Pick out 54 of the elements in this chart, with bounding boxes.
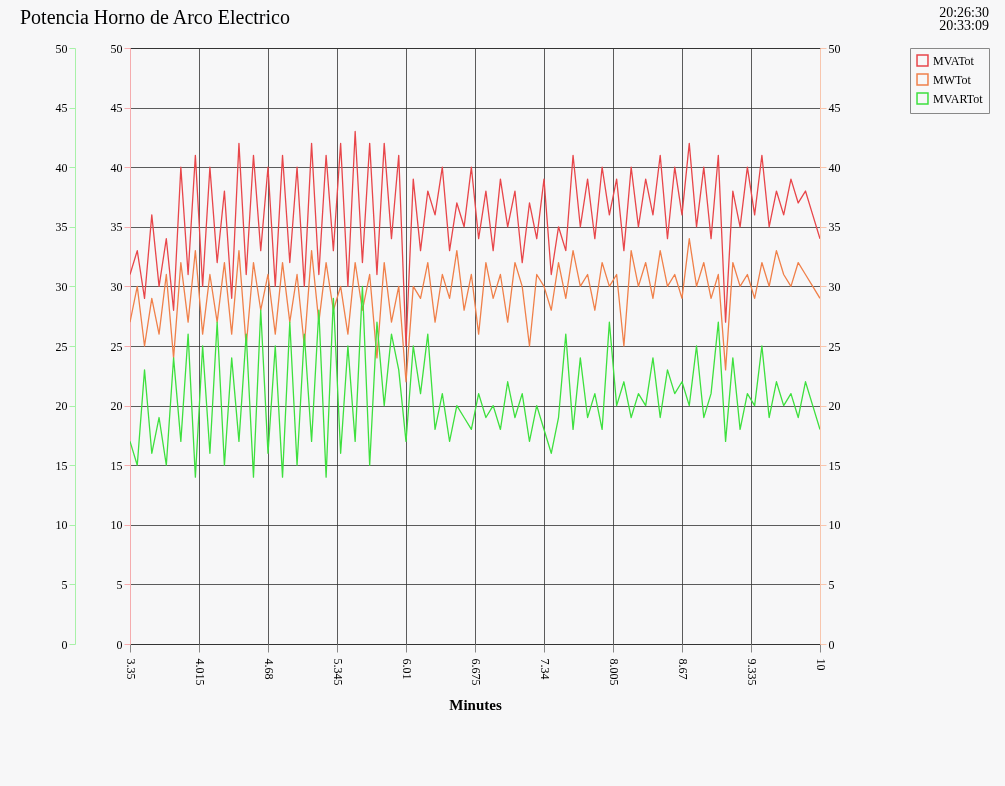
y-tick-label: 50 <box>110 41 123 56</box>
y2-tick-label: 10 <box>828 518 841 533</box>
y2-tick-label: 0 <box>828 637 835 652</box>
y2-tick-label: 5 <box>828 577 835 592</box>
x-tick-label: 7.34 <box>537 658 552 680</box>
y-tick-label: 10 <box>110 518 123 533</box>
x-tick-label: 4.015 <box>192 658 207 686</box>
y2-tick-label: 15 <box>828 458 841 473</box>
legend-label: MVARTot <box>933 91 984 106</box>
x-tick-label: 8.005 <box>606 658 621 686</box>
text: 20:26:30 <box>939 5 989 20</box>
y3-tick-label: 30 <box>55 279 68 294</box>
text: 20:33:09 <box>939 18 989 33</box>
y-tick-label: 35 <box>110 220 123 235</box>
y2-tick-label: 35 <box>828 220 841 235</box>
y2-tick-label: 20 <box>828 399 841 414</box>
x-tick-label: 3.35 <box>123 658 138 680</box>
legend-label: MWTot <box>933 72 972 87</box>
x-tick-label: 5.345 <box>330 658 345 686</box>
y3-tick-label: 10 <box>55 518 68 533</box>
line-series <box>130 285 820 478</box>
y-tick-label: 40 <box>110 160 123 175</box>
x-tick-label: 9.335 <box>744 658 759 686</box>
y-tick-label: 15 <box>110 458 123 473</box>
x-axis-title: Minutes <box>449 696 502 713</box>
chart-title: Potencia Horno de Arco Electrico <box>20 6 290 28</box>
y-tick-label: 25 <box>110 339 123 354</box>
y-tick-label: 0 <box>116 637 123 652</box>
y3-tick-label: 35 <box>55 220 68 235</box>
y-tick-label: 30 <box>110 279 123 294</box>
x-tick-label: 6.675 <box>468 658 483 686</box>
y3-tick-label: 5 <box>61 577 68 592</box>
y-tick-label: 20 <box>110 399 123 414</box>
line-series <box>130 130 820 347</box>
y2-tick-label: 30 <box>828 279 841 294</box>
y3-tick-label: 50 <box>55 41 68 56</box>
x-tick-label: 8.67 <box>675 658 690 680</box>
y3-tick-label: 40 <box>55 160 68 175</box>
line-series <box>130 238 820 383</box>
y2-tick-label: 25 <box>828 339 841 354</box>
y3-tick-label: 15 <box>55 458 68 473</box>
y3-tick-label: 25 <box>55 339 68 354</box>
x-tick-label: 6.01 <box>399 658 414 680</box>
y2-tick-label: 45 <box>828 101 841 116</box>
x-tick-label: 10 <box>813 658 828 671</box>
x-tick-label: 4.68 <box>261 658 276 680</box>
y2-tick-label: 50 <box>828 41 841 56</box>
y-tick-label: 5 <box>116 577 123 592</box>
y3-tick-label: 45 <box>55 101 68 116</box>
legend-label: MVATot <box>933 53 975 68</box>
y3-tick-label: 0 <box>61 637 68 652</box>
y2-tick-label: 40 <box>828 160 841 175</box>
y-tick-label: 45 <box>110 101 123 116</box>
y3-tick-label: 20 <box>55 399 68 414</box>
